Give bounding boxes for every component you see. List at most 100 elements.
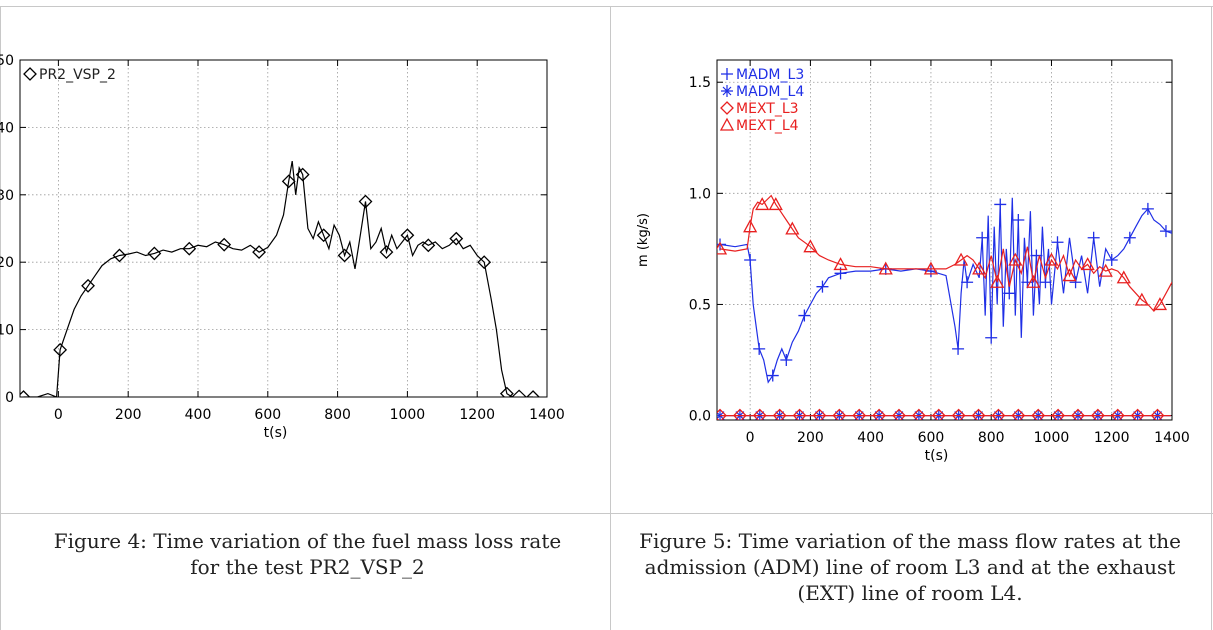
legend-marker: [721, 68, 733, 80]
data-point: [379, 245, 394, 260]
data-point: [717, 238, 727, 251]
x-tick-label: 600: [918, 430, 945, 446]
data-point: [1051, 236, 1064, 249]
data-point: [971, 408, 986, 420]
series-line: [719, 194, 1172, 312]
data-point: [744, 254, 757, 266]
mass-flow-chart: 0 200 400 600 800 1000 1200 1400 0.0 0.5 1.0 1.5 t(s…: [636, 59, 1190, 464]
legend-marker: [719, 117, 735, 131]
data-point: [421, 238, 436, 253]
data-point: [878, 261, 893, 275]
data-point: [976, 231, 989, 244]
series-line: [719, 197, 1172, 384]
data-point: [852, 408, 867, 420]
data-point: [337, 248, 352, 263]
x-tick-label: 1000: [1034, 430, 1070, 446]
data-point: [1044, 252, 1059, 266]
data-point: [1110, 408, 1125, 420]
plot-frame: [19, 59, 548, 398]
data-point: [1080, 257, 1095, 271]
data-point: [1141, 202, 1154, 215]
data-point: [526, 390, 540, 397]
legend-marker: [23, 67, 37, 81]
table-border-top: [0, 6, 1213, 7]
data-point: [1031, 408, 1046, 420]
x-axis-label: t(s): [925, 448, 949, 464]
data-point: [1150, 408, 1165, 420]
data-point: [1105, 254, 1118, 266]
figure-4-caption: Figure 4: Time variation of the fuel mas…: [53, 529, 562, 579]
legend-label: MADM_L4: [736, 84, 804, 100]
table-border-mid: [610, 6, 611, 630]
data-point: [812, 408, 827, 420]
data-point: [1069, 276, 1082, 289]
x-tick-label: 1400: [1154, 430, 1190, 446]
y-tick-label: 10: [0, 323, 14, 339]
data-point: [953, 252, 969, 266]
data-point: [892, 408, 906, 420]
data-point: [81, 278, 95, 293]
data-point: [951, 408, 966, 420]
series-pr2_vsp_2: [20, 160, 540, 397]
y-tick-label: 0.0: [689, 409, 711, 425]
data-point: [1098, 263, 1113, 277]
data-point: [985, 331, 998, 344]
data-point: [717, 241, 728, 255]
x-tick-label: 400: [185, 407, 212, 423]
y-tick-label: 50: [0, 53, 14, 69]
data-point: [768, 197, 783, 211]
y-axis-label: m (kg/s): [636, 213, 651, 267]
legend: PR2_VSP_2: [23, 67, 116, 83]
data-point: [931, 408, 946, 420]
data-point: [772, 408, 787, 420]
data-point: [1051, 408, 1066, 420]
data-point: [400, 228, 415, 243]
series-mext_l3: [717, 408, 1171, 420]
data-point: [785, 221, 800, 235]
data-point: [182, 241, 197, 256]
data-point: [20, 390, 31, 397]
y-tick-label: 30: [0, 188, 14, 204]
data-point: [780, 354, 793, 366]
legend-marker: [720, 101, 734, 115]
data-point: [1008, 252, 1023, 266]
data-point: [972, 261, 987, 275]
legend-label: MEXT_L4: [736, 118, 799, 134]
x-tick-label: 600: [254, 407, 281, 423]
data-point: [1152, 297, 1168, 311]
x-tick-label: 0: [54, 407, 63, 423]
data-point: [991, 408, 1006, 420]
data-point: [316, 228, 331, 243]
figure-5-caption: Figure 5: Time variation of the mass flo…: [639, 529, 1181, 605]
data-point: [1087, 231, 1100, 244]
x-tick-label: 800: [978, 430, 1005, 446]
data-point: [1011, 408, 1026, 420]
y-tick-label: 20: [0, 255, 14, 271]
y-tick-label: 1.5: [689, 75, 711, 91]
y-tick-label: 40: [0, 120, 14, 136]
legend-label: PR2_VSP_2: [39, 67, 116, 83]
x-tick-label: 1200: [1094, 430, 1130, 446]
data-point: [499, 386, 514, 397]
data-point: [1026, 274, 1041, 288]
x-tick-label: 1200: [459, 407, 495, 423]
data-point: [961, 276, 974, 289]
data-point: [449, 231, 464, 246]
series-madm_l3: [717, 197, 1172, 384]
data-point: [755, 197, 770, 211]
data-point: [872, 408, 887, 420]
y-tick-label: 1.0: [689, 186, 711, 202]
mlr-chart: 0 200 400 600 800 1000 1200 1400 0 10 20 30 40 50 t(s)…: [0, 53, 565, 441]
data-point: [911, 408, 926, 420]
data-point: [1003, 287, 1016, 300]
data-point: [281, 174, 296, 189]
legend-label: MEXT_L3: [736, 101, 799, 117]
data-point: [743, 219, 758, 233]
data-point: [1090, 408, 1105, 420]
table-border-right: [1211, 6, 1212, 630]
data-point: [923, 261, 939, 275]
data-point: [1012, 214, 1025, 226]
data-point: [1116, 270, 1131, 284]
data-point: [112, 248, 127, 263]
